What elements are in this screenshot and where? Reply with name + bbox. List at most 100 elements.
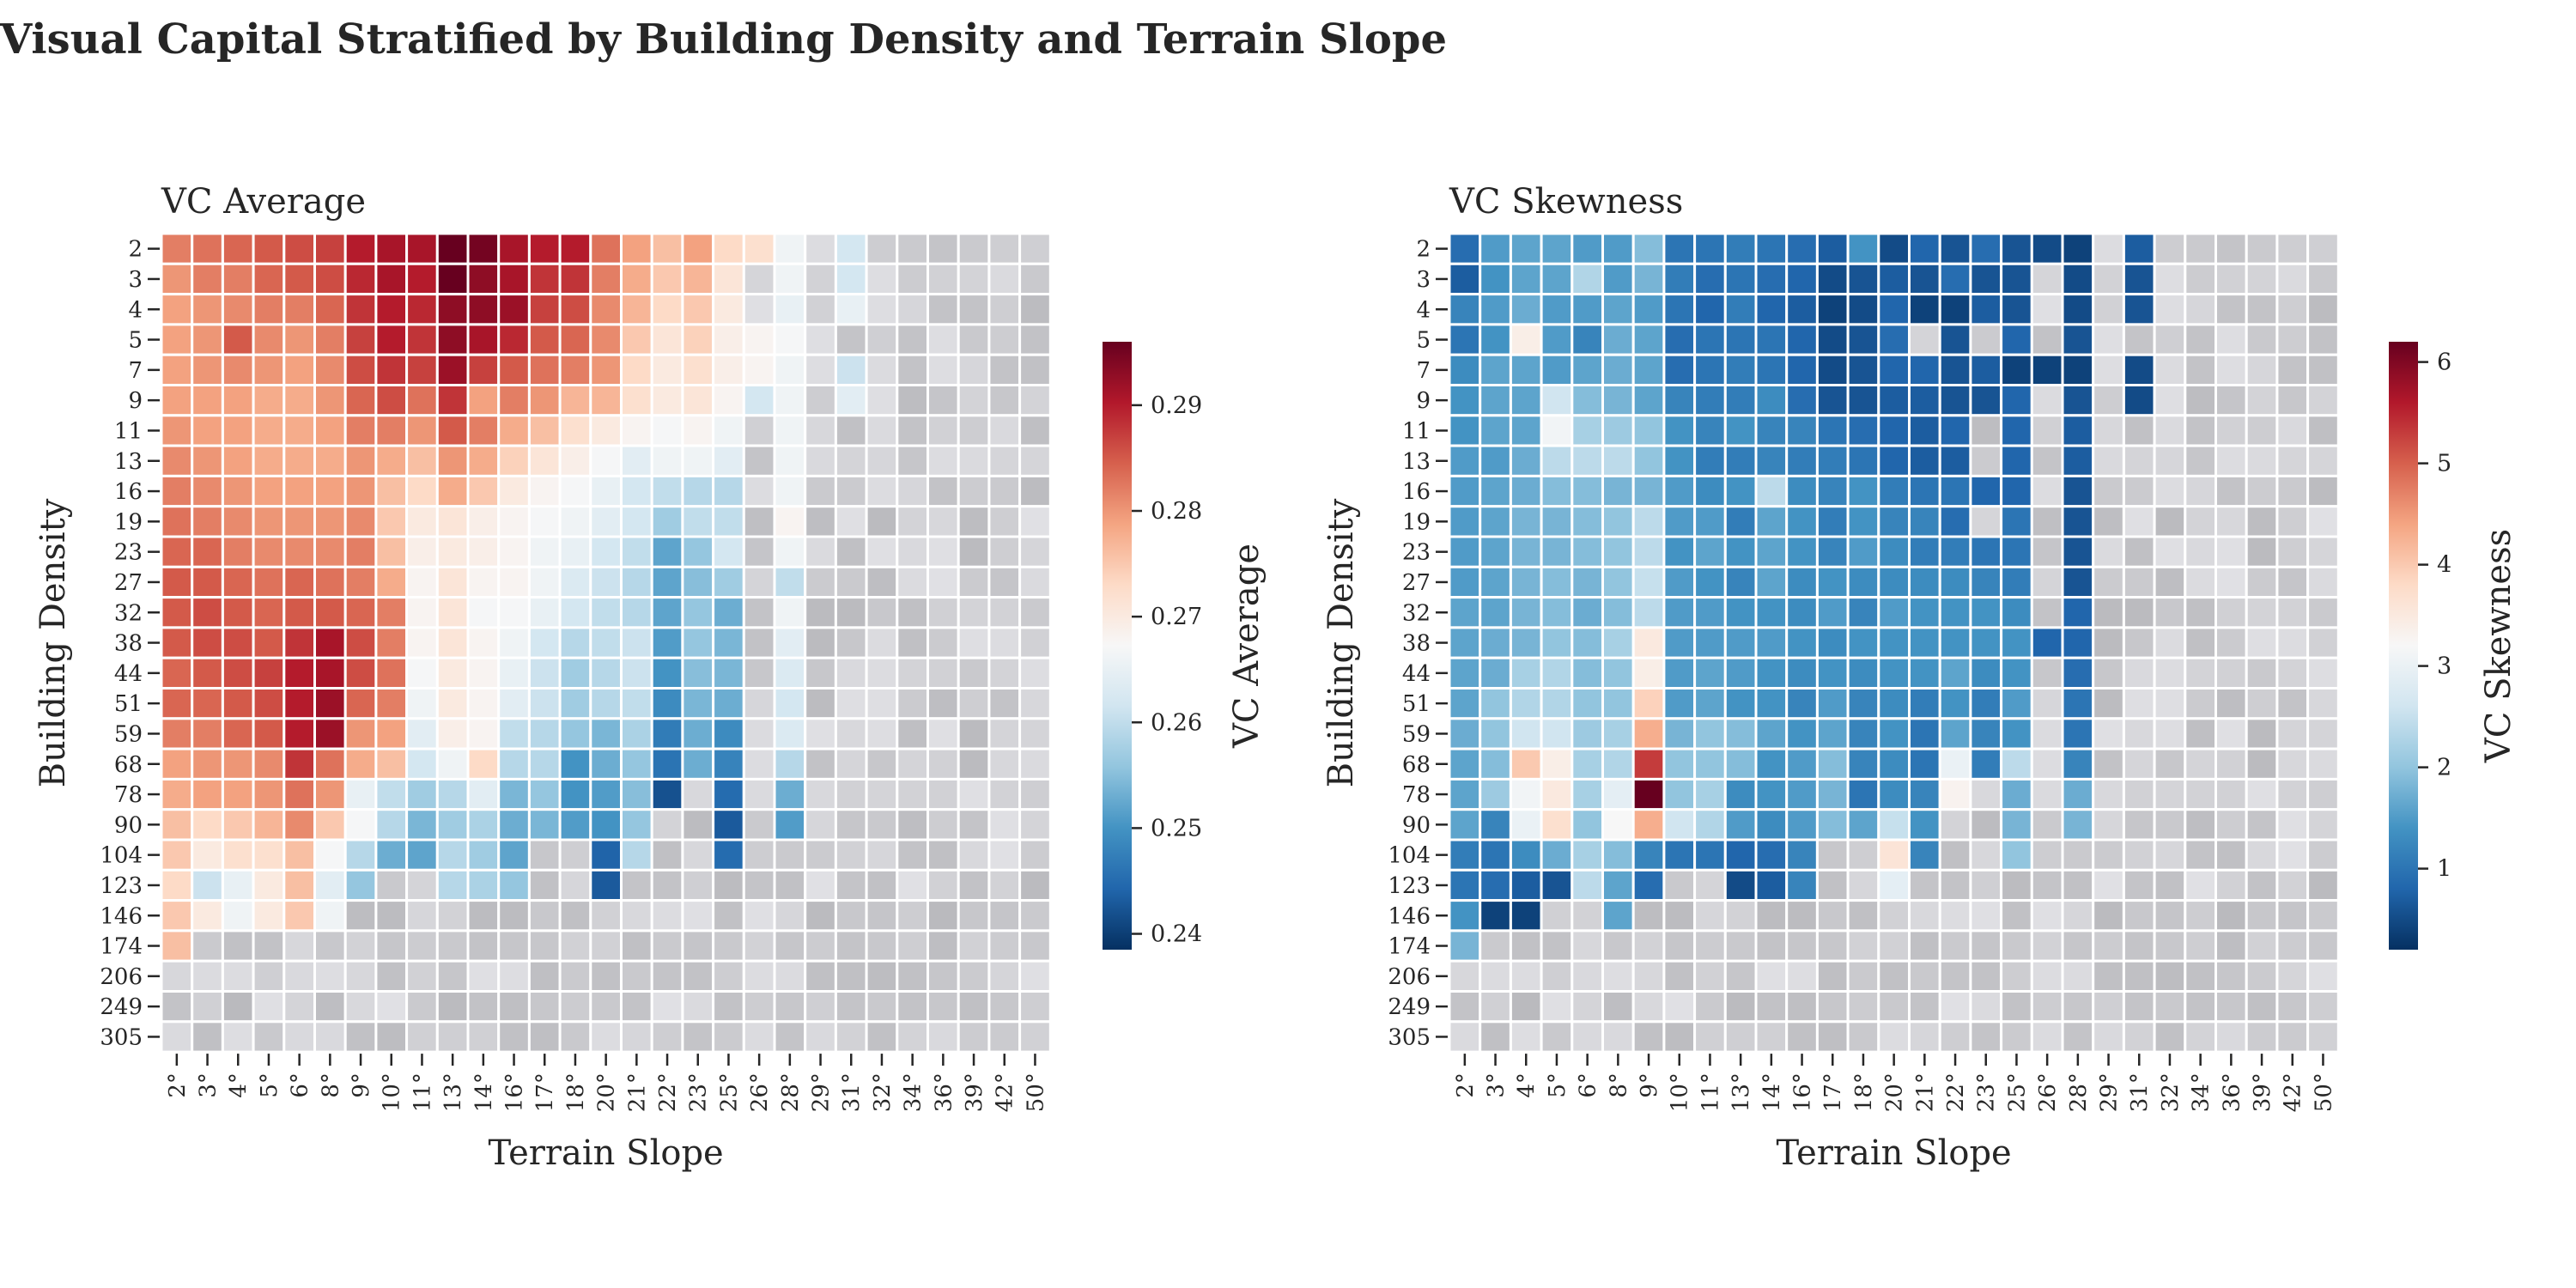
heatmap-cell <box>343 505 378 538</box>
heatmap-cell <box>1662 323 1697 356</box>
heatmap-cell <box>1723 232 1758 265</box>
heatmap-cell <box>1601 293 1635 326</box>
heatmap-cell <box>1969 262 2003 296</box>
x-tick-label: 21° <box>624 1072 650 1112</box>
heatmap-cell <box>1540 293 1574 326</box>
heatmap-cell <box>1509 838 1543 872</box>
heatmap-cell <box>2184 505 2218 538</box>
heatmap-cell <box>2215 232 2248 265</box>
heatmap-cell <box>1846 1020 1880 1054</box>
x-tick-label: 20° <box>1882 1072 1908 1112</box>
heatmap-cell <box>2030 384 2064 417</box>
heatmap-cell <box>2122 232 2156 265</box>
heatmap-cell <box>2275 990 2310 1024</box>
heatmap-cell <box>2153 323 2187 356</box>
heatmap-cell <box>987 777 1022 811</box>
heatmap-cell <box>1785 353 1819 387</box>
heatmap-cell <box>2061 565 2095 599</box>
colorbar-tick-label: 4 <box>2437 552 2451 579</box>
y-tick-label: 9 <box>128 388 143 414</box>
heatmap-cell <box>957 505 991 538</box>
heatmap-cell <box>2092 232 2125 265</box>
heatmap-cell <box>1540 687 1574 720</box>
heatmap-cell <box>1631 1020 1666 1054</box>
heatmap-cell <box>2153 474 2187 508</box>
heatmap-cell <box>987 535 1022 568</box>
heatmap-cell <box>957 323 991 356</box>
heatmap-cell <box>1723 262 1758 296</box>
heatmap-cell <box>2000 687 2033 720</box>
x-tick-label: 36° <box>931 1072 957 1112</box>
heatmap-cell <box>2153 959 2187 993</box>
heatmap-cell <box>1693 656 1727 690</box>
heatmap-cell <box>1938 808 1972 841</box>
heatmap-cell <box>1601 777 1635 811</box>
x-tick-label: 13° <box>1728 1072 1754 1112</box>
heatmap-cell <box>1754 474 1789 508</box>
x-tick-label: 11° <box>1698 1072 1723 1112</box>
heatmap-cell <box>2215 808 2248 841</box>
heatmap-cell <box>1969 687 2003 720</box>
heatmap-cell <box>1631 414 1666 447</box>
y-tick-label: 78 <box>114 782 143 808</box>
heatmap-cell <box>2245 232 2279 265</box>
heatmap-cell <box>435 899 470 933</box>
heatmap-cell <box>1693 414 1727 447</box>
x-tick-label: 29° <box>2097 1072 2123 1112</box>
heatmap-cell <box>1846 929 1880 963</box>
heatmap-cell <box>2184 444 2218 477</box>
heatmap-cell <box>650 929 684 963</box>
heatmap-cell <box>650 808 684 841</box>
heatmap-cell <box>2153 747 2187 781</box>
heatmap-cell <box>1479 535 1512 568</box>
heatmap-cell <box>1877 747 1911 781</box>
heatmap-cell <box>2215 414 2248 447</box>
heatmap-cell <box>1631 232 1666 265</box>
heatmap-cell <box>1571 353 1605 387</box>
heatmap-cell <box>1815 777 1850 811</box>
heatmap-cell <box>1631 929 1666 963</box>
heatmap-cell <box>1723 656 1758 690</box>
heatmap-cell <box>1938 232 1972 265</box>
heatmap-cell <box>681 838 715 872</box>
heatmap-cell <box>1723 1020 1758 1054</box>
y-tick-label: 38 <box>114 631 143 657</box>
heatmap-cell <box>2153 838 2187 872</box>
heatmap-cell <box>773 323 807 356</box>
heatmap-cell <box>681 990 715 1024</box>
y-tick-label: 104 <box>1388 843 1431 869</box>
heatmap-cell <box>313 777 347 811</box>
heatmap-cell <box>1938 868 1972 902</box>
heatmap-cell <box>2245 808 2279 841</box>
heatmap-cell <box>2215 565 2248 599</box>
heatmap-cell <box>1448 293 1482 326</box>
heatmap-cell <box>1509 626 1543 659</box>
heatmap-cell <box>1969 353 2003 387</box>
heatmap-cell <box>2184 596 2218 629</box>
x-tick-label: 50° <box>1023 1072 1048 1112</box>
heatmap-cell <box>2000 535 2033 568</box>
heatmap-cell <box>1631 293 1666 326</box>
heatmap-cell <box>2245 474 2279 508</box>
heatmap-cell <box>1571 232 1605 265</box>
heatmap-cell <box>1723 808 1758 841</box>
heatmap-cell <box>313 353 347 387</box>
heatmap-cell <box>1018 838 1052 872</box>
heatmap-cell <box>1509 444 1543 477</box>
heatmap-cell <box>1509 323 1543 356</box>
heatmap-cell <box>1571 596 1605 629</box>
heatmap-cell <box>1908 626 1941 659</box>
heatmap-cell <box>1754 899 1789 933</box>
heatmap-cell <box>2122 626 2156 659</box>
heatmap-cell <box>2153 808 2187 841</box>
heatmap-cell <box>987 323 1022 356</box>
heatmap-cell <box>2122 656 2156 690</box>
heatmap-cell <box>1877 687 1911 720</box>
heatmap-cell <box>2000 384 2033 417</box>
heatmap-cell <box>1723 535 1758 568</box>
heatmap-cell <box>2092 808 2125 841</box>
heatmap-cell <box>466 596 501 629</box>
y-tick-label: 7 <box>128 358 143 384</box>
heatmap-cell <box>1509 777 1543 811</box>
heatmap-cell <box>834 505 868 538</box>
